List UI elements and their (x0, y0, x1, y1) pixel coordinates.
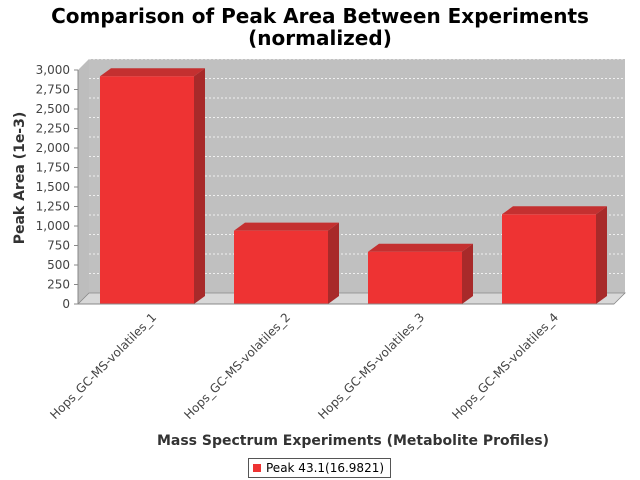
bar-side (194, 68, 205, 305)
legend-label: Peak 43.1(16.9821) (266, 461, 385, 475)
bar-top (234, 222, 339, 231)
y-tick-label: 2,750 (36, 83, 70, 97)
bar-side (596, 206, 607, 304)
x-axis-label: Mass Spectrum Experiments (Metabolite Pr… (157, 433, 549, 449)
y-tick-label: 1,750 (36, 161, 70, 175)
bar-top (100, 68, 205, 77)
plot-side-wall (78, 59, 89, 304)
x-tick-label: Hops_GC-MS-volatiles_4 (449, 310, 561, 422)
legend-swatch (253, 464, 261, 472)
bar (368, 251, 462, 304)
bar (502, 214, 596, 304)
y-tick-label: 3,000 (36, 63, 70, 77)
x-ticks: Hops_GC-MS-volatiles_1 Hops_GC-MS-volatil… (47, 310, 561, 422)
y-tick-label: 500 (47, 258, 70, 272)
chart-title-line-2: (normalized) (248, 26, 392, 50)
legend: Peak 43.1(16.9821) (248, 458, 392, 478)
y-tick-label: 0 (62, 297, 70, 311)
bar-side (462, 243, 473, 304)
y-tick-label: 1,500 (36, 180, 70, 194)
chart-title-line-1: Comparison of Peak Area Between Experime… (51, 4, 589, 28)
y-tick-label: 1,250 (36, 200, 70, 214)
x-tick-label: Hops_GC-MS-volatiles_2 (181, 310, 293, 422)
y-tick-label: 2,000 (36, 141, 70, 155)
y-tick-label: 2,500 (36, 102, 70, 116)
y-tick-label: 1,000 (36, 219, 70, 233)
y-axis-label: Peak Area (1e-3) (12, 112, 28, 245)
bars (100, 68, 607, 305)
x-tick-label: Hops_GC-MS-volatiles_1 (47, 310, 159, 422)
bar (100, 76, 194, 305)
y-ticks: 0 250 500 750 1,000 1,250 1,500 1,750 2,000 2,250… (36, 63, 78, 311)
bar (234, 230, 328, 304)
bar-side (328, 222, 339, 304)
y-tick-label: 2,250 (36, 122, 70, 136)
y-tick-label: 750 (47, 239, 70, 253)
x-tick-label: Hops_GC-MS-volatiles_3 (315, 310, 427, 422)
y-tick-label: 250 (47, 278, 70, 292)
bar-top (502, 206, 607, 215)
bar-top (368, 243, 473, 252)
